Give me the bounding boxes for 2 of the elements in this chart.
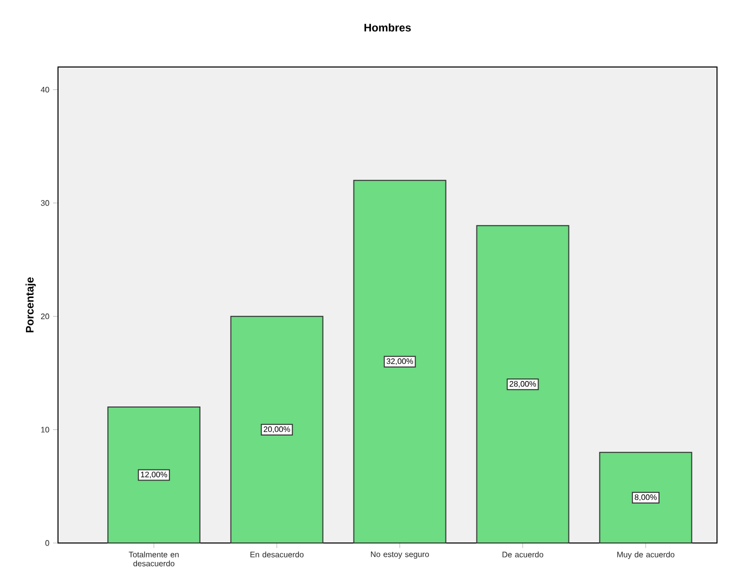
chart-title: Hombres xyxy=(364,23,411,32)
y-axis-title: Porcentaje xyxy=(26,277,36,332)
